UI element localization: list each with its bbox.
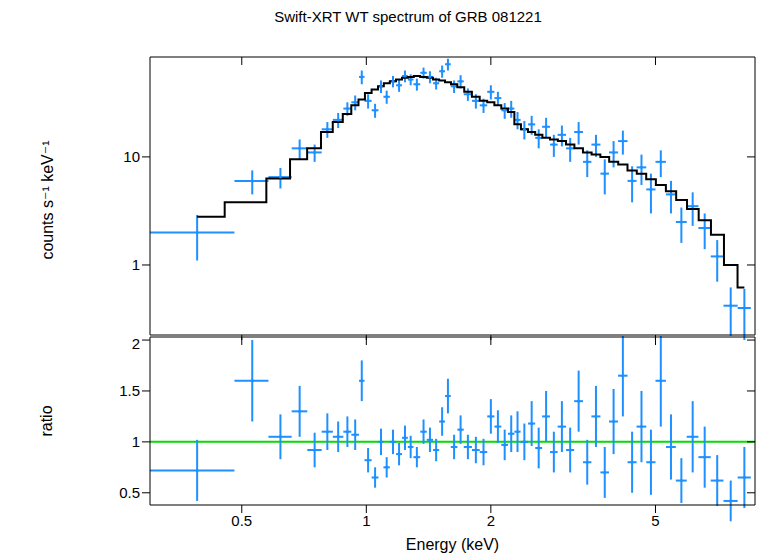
svg-text:1: 1 [362, 512, 370, 529]
svg-text:2: 2 [132, 335, 140, 352]
svg-text:0.5: 0.5 [119, 484, 140, 501]
svg-text:5: 5 [651, 512, 659, 529]
svg-text:Energy (keV): Energy (keV) [406, 536, 499, 553]
svg-text:2: 2 [487, 512, 495, 529]
html-text:counts s⁻¹ keV⁻¹: counts s⁻¹ keV⁻¹ [38, 140, 56, 260]
svg-text:1.5: 1.5 [119, 382, 140, 399]
svg-text:0.5: 0.5 [231, 512, 252, 529]
html-text:ratio: ratio [38, 405, 55, 437]
svg-text:1: 1 [132, 256, 140, 273]
html-text:Swift-XRT WT spectrum of GRB 0: Swift-XRT WT spectrum of GRB 081221 [274, 8, 542, 25]
svg-text:1: 1 [132, 433, 140, 450]
svg-text:10: 10 [123, 148, 140, 165]
